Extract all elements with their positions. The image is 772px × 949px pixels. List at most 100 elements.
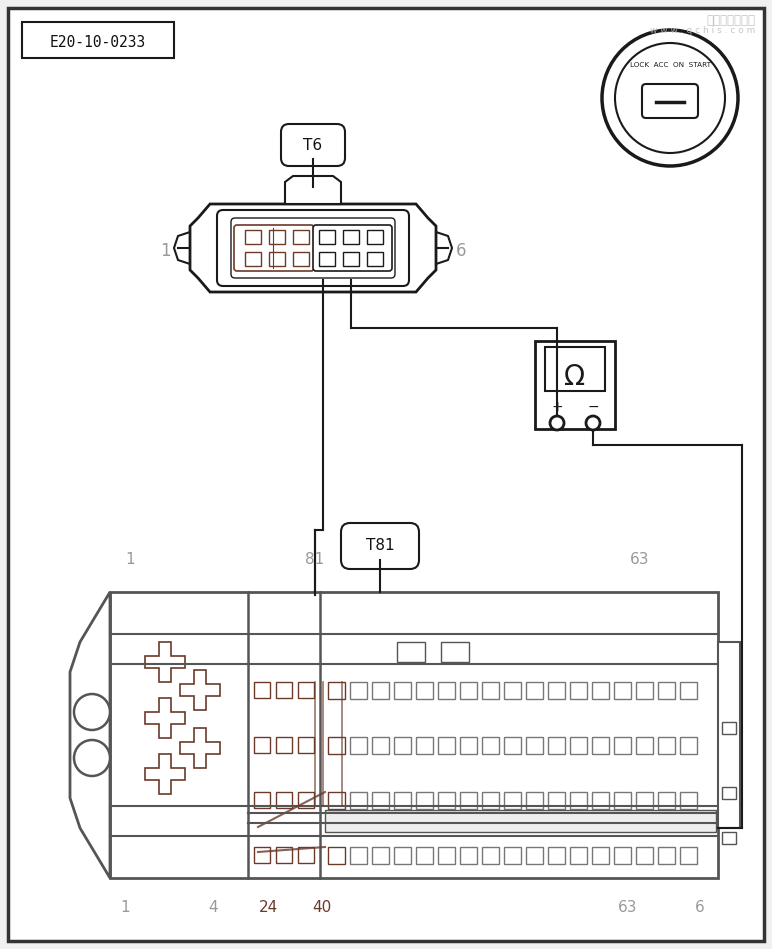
Bar (504, 847, 521, 864)
Bar (438, 847, 455, 864)
Text: 63: 63 (618, 900, 638, 915)
Bar (245, 252, 261, 266)
Text: Ω: Ω (564, 363, 586, 391)
Bar (372, 847, 389, 864)
Bar (504, 737, 521, 754)
Bar (269, 252, 285, 266)
Bar (614, 792, 631, 809)
Bar (441, 642, 469, 662)
Bar (298, 847, 314, 863)
Bar (482, 737, 499, 754)
Circle shape (602, 30, 738, 166)
Bar (298, 737, 314, 753)
Bar (548, 792, 565, 809)
Bar (614, 737, 631, 754)
Bar (276, 682, 292, 698)
Bar (722, 722, 736, 734)
Bar (592, 847, 609, 864)
Bar (658, 682, 675, 699)
Bar (372, 792, 389, 809)
Bar (298, 682, 314, 698)
Bar (545, 347, 605, 391)
FancyBboxPatch shape (313, 225, 392, 271)
Bar (276, 792, 292, 808)
FancyBboxPatch shape (231, 218, 395, 278)
Bar (482, 682, 499, 699)
Bar (367, 230, 383, 244)
Bar (636, 737, 653, 754)
Text: 24: 24 (259, 900, 278, 915)
Bar (367, 252, 383, 266)
Bar (658, 737, 675, 754)
Bar (328, 737, 345, 754)
Polygon shape (180, 670, 220, 710)
Bar (592, 737, 609, 754)
Text: 4: 4 (208, 900, 218, 915)
Bar (416, 792, 433, 809)
Bar (276, 847, 292, 863)
Text: E20-10-0233: E20-10-0233 (50, 34, 146, 49)
Bar (460, 847, 477, 864)
Bar (269, 230, 285, 244)
Bar (394, 682, 411, 699)
Bar (394, 847, 411, 864)
Bar (254, 792, 270, 808)
Text: +: + (551, 400, 563, 414)
FancyBboxPatch shape (642, 84, 698, 118)
Bar (680, 847, 697, 864)
Circle shape (615, 43, 725, 153)
Bar (372, 737, 389, 754)
Bar (535, 341, 615, 429)
Bar (658, 847, 675, 864)
Bar (328, 792, 345, 809)
Bar (722, 787, 736, 799)
Polygon shape (145, 754, 185, 794)
Bar (460, 682, 477, 699)
Bar (482, 847, 499, 864)
Text: 63: 63 (630, 552, 650, 567)
Bar (438, 737, 455, 754)
Bar (636, 682, 653, 699)
Bar (350, 682, 367, 699)
Bar (718, 642, 740, 828)
Text: 40: 40 (313, 900, 332, 915)
Bar (504, 792, 521, 809)
Bar (636, 847, 653, 864)
Bar (570, 792, 587, 809)
Bar (254, 847, 270, 863)
Bar (22, 22, 174, 58)
Polygon shape (70, 592, 110, 878)
Bar (254, 682, 270, 698)
Polygon shape (190, 204, 436, 292)
Bar (636, 792, 653, 809)
Bar (482, 792, 499, 809)
FancyBboxPatch shape (341, 523, 419, 569)
Circle shape (586, 416, 600, 430)
Bar (438, 792, 455, 809)
Bar (548, 847, 565, 864)
Bar (298, 792, 314, 808)
Bar (614, 682, 631, 699)
Bar (570, 682, 587, 699)
Text: 6: 6 (695, 900, 705, 915)
Text: −: − (587, 400, 599, 414)
FancyBboxPatch shape (281, 124, 345, 166)
Bar (438, 682, 455, 699)
Bar (343, 230, 359, 244)
Circle shape (550, 416, 564, 430)
Bar (722, 832, 736, 844)
Bar (680, 682, 697, 699)
Polygon shape (145, 698, 185, 738)
Polygon shape (145, 642, 185, 682)
Bar (680, 737, 697, 754)
Bar (319, 230, 335, 244)
Bar (614, 847, 631, 864)
Text: 81: 81 (306, 552, 324, 567)
Circle shape (74, 740, 110, 776)
Bar (328, 682, 345, 699)
Bar (328, 847, 345, 864)
Bar (658, 792, 675, 809)
Text: 1: 1 (120, 900, 130, 915)
Polygon shape (180, 728, 220, 768)
Bar (293, 230, 309, 244)
